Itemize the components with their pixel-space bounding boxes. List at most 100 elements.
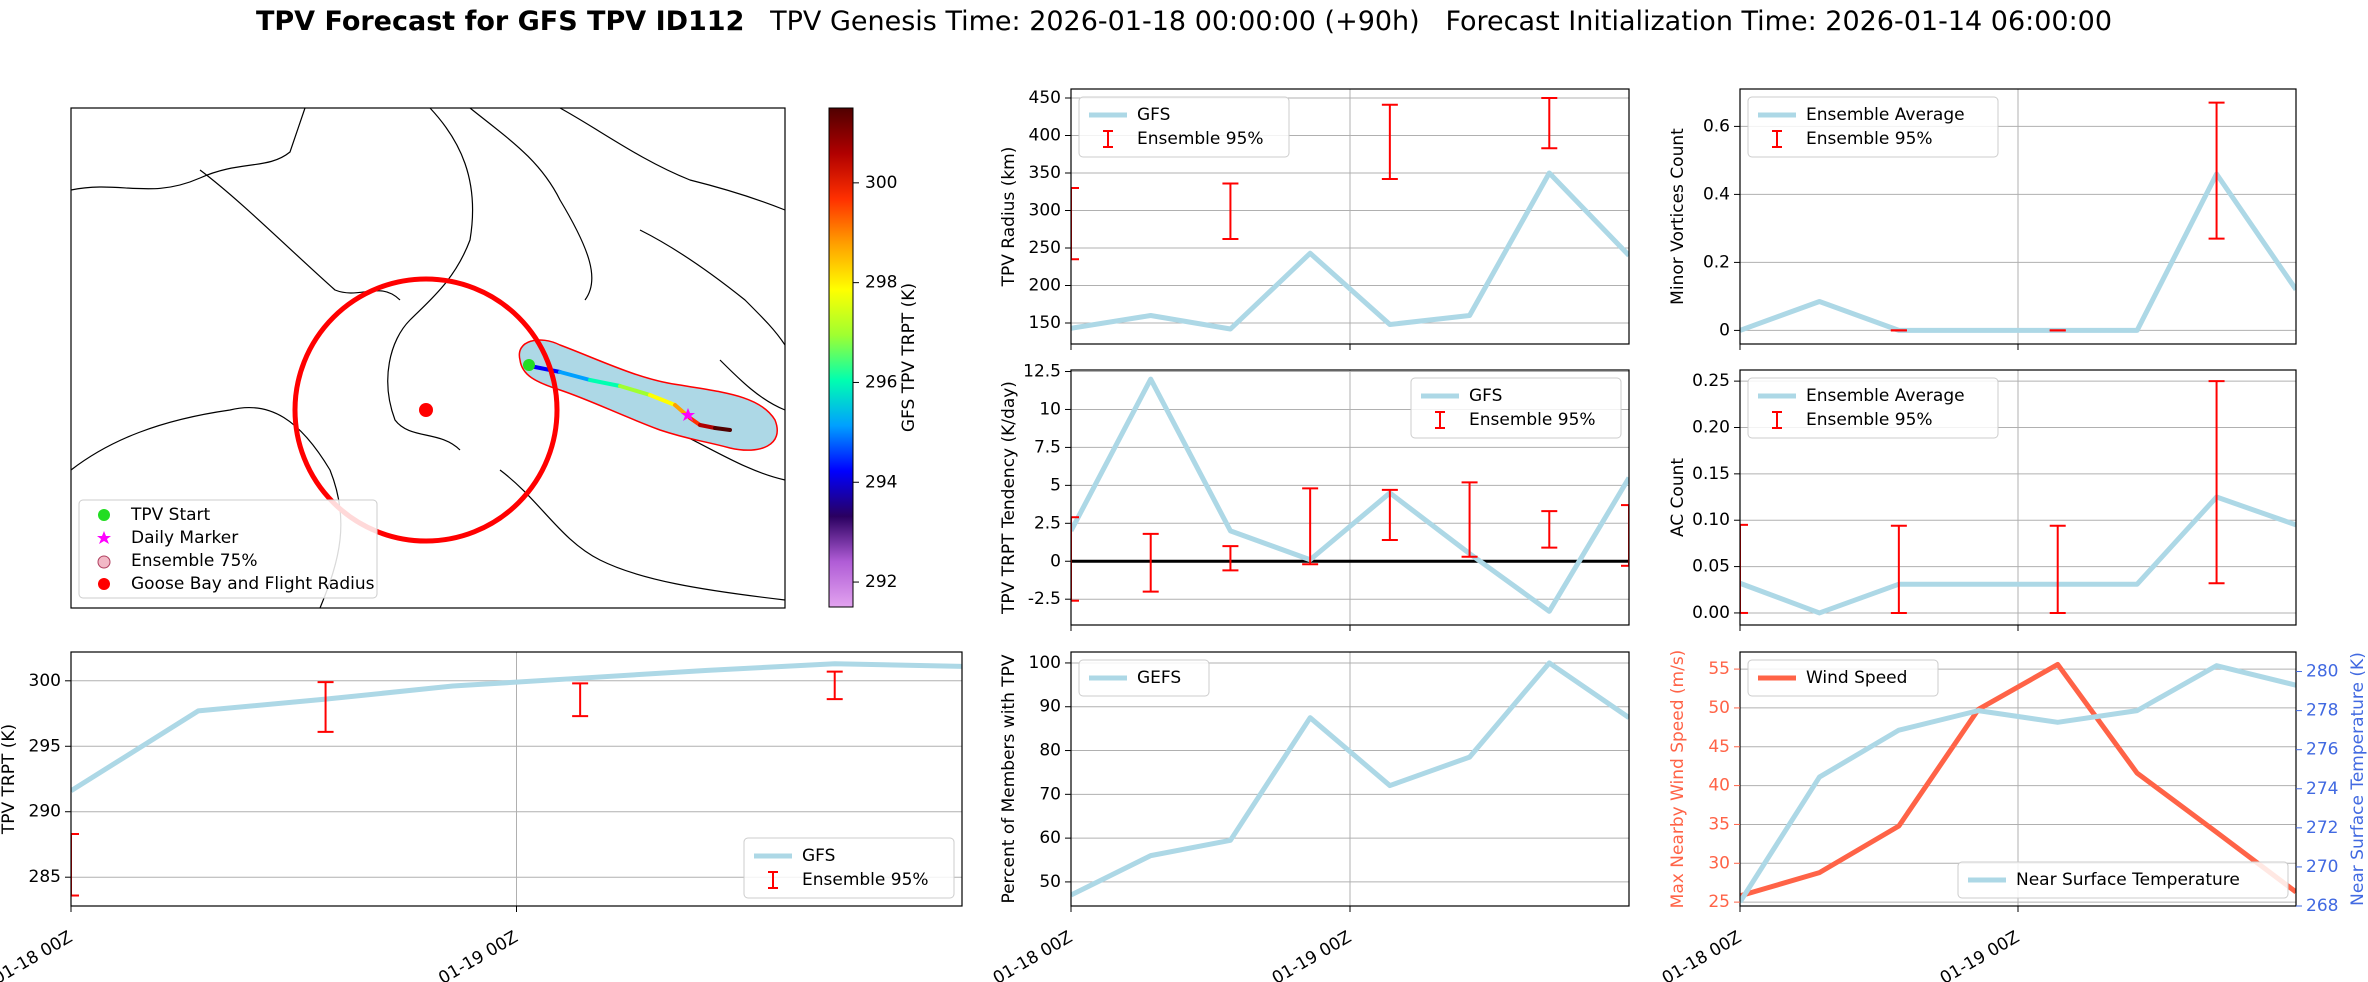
map-legend-label: TPV Start bbox=[130, 505, 211, 525]
radius-ytick-label: 350 bbox=[1029, 163, 1061, 183]
map-legend-label: Ensemble 75% bbox=[131, 551, 258, 571]
map-coastline bbox=[387, 107, 474, 451]
trpt_timeseries-xtick-label: 01-18 00Z bbox=[0, 927, 76, 982]
tendency-ytick-label: 7.5 bbox=[1034, 437, 1061, 457]
map-legend-swatch bbox=[98, 509, 110, 521]
map-legend-swatch bbox=[98, 578, 110, 590]
radius-series-gfs bbox=[1071, 170, 1629, 332]
percent_members-legend-label: GEFS bbox=[1137, 668, 1181, 688]
ac_count-plot-area bbox=[1740, 370, 2296, 625]
map-coastline bbox=[559, 107, 786, 211]
percent_members-ylabel: Percent of Members with TPV bbox=[999, 654, 1019, 903]
percent_members-series-gefs bbox=[1071, 660, 1629, 898]
ac_count-legend-box bbox=[1747, 377, 1999, 439]
map-legend-swatch bbox=[97, 555, 111, 569]
minor_vortices-series-ensemble-average bbox=[1740, 171, 2296, 333]
map-frame bbox=[70, 107, 786, 609]
tendency-legend-label: Ensemble 95% bbox=[1469, 410, 1596, 430]
figure-title-bold: TPV Forecast for GFS TPV ID112 bbox=[255, 6, 745, 37]
colorbar bbox=[828, 107, 854, 608]
tendency-ytick-label: 12.5 bbox=[1023, 362, 1061, 382]
wind_temp-xtick-label: 01-19 00Z bbox=[1937, 927, 2023, 982]
gfs-track-segment bbox=[588, 378, 622, 388]
trpt_timeseries-ytick-label: 285 bbox=[29, 867, 61, 887]
percent_members-xtick-label: 01-18 00Z bbox=[990, 927, 1076, 982]
trpt_timeseries-ytick-label: 295 bbox=[29, 736, 61, 756]
percent_members-ytick-label: 50 bbox=[1039, 872, 1061, 892]
wind_temp-ytick-label: 55 bbox=[1708, 659, 1730, 679]
gfs-track-segment bbox=[648, 393, 677, 407]
map-coastline bbox=[719, 359, 786, 411]
wind_temp-ylabel-right: Near Surface Temperature (K) bbox=[2348, 652, 2368, 906]
map-coastline bbox=[639, 229, 786, 346]
colorbar-tick-label: 296 bbox=[865, 372, 897, 392]
wind_temp-ytick-right-label: 278 bbox=[2306, 701, 2338, 721]
trpt_timeseries-series-gfs bbox=[71, 661, 962, 793]
percent_members-ytick-label: 60 bbox=[1039, 828, 1061, 848]
map-legend-label: Daily Marker bbox=[131, 528, 238, 548]
minor_vortices-ylabel: Minor Vortices Count bbox=[1668, 128, 1688, 305]
ac_count-ytick-label: 0.25 bbox=[1692, 371, 1730, 391]
init-time: Forecast Initialization Time: 2026-01-14… bbox=[1445, 6, 2113, 37]
minor_vortices-legend-label: Ensemble Average bbox=[1806, 105, 1965, 125]
minor_vortices-plot-area bbox=[1740, 89, 2296, 344]
trpt_timeseries-legend-label: GFS bbox=[802, 846, 835, 866]
tendency-ylabel: TPV TRPT Tendency (K/day) bbox=[999, 381, 1019, 615]
colorbar-tick-label: 292 bbox=[865, 572, 897, 592]
ac_count-ytick-label: 0.15 bbox=[1692, 464, 1730, 484]
gfs-track-segment bbox=[618, 384, 652, 397]
trpt_timeseries-ytick-label: 300 bbox=[29, 671, 61, 691]
minor_vortices-legend-label: Ensemble 95% bbox=[1806, 129, 1933, 149]
tendency-series-gfs bbox=[1071, 376, 1629, 614]
gfs-track-segment bbox=[698, 423, 717, 430]
tendency-plot-area bbox=[1071, 370, 1629, 625]
wind_temp-ytick-label: 35 bbox=[1708, 814, 1730, 834]
flight-radius-circle bbox=[292, 276, 560, 544]
wind_temp-ytick-label: 50 bbox=[1708, 698, 1730, 718]
percent_members-ytick-label: 90 bbox=[1039, 697, 1061, 717]
ac_count-ylabel: AC Count bbox=[1668, 458, 1688, 537]
minor_vortices-ytick-label: 0.2 bbox=[1703, 252, 1730, 272]
tendency-ytick-label: 10 bbox=[1039, 399, 1061, 419]
trpt_timeseries-plot-area bbox=[71, 652, 962, 906]
ac_count-ytick-label: 0.20 bbox=[1692, 417, 1730, 437]
wind_temp-ytick-label: 40 bbox=[1708, 776, 1730, 796]
minor_vortices-legend-box bbox=[1747, 96, 1999, 158]
tendency-ytick-label: 0 bbox=[1050, 551, 1061, 571]
wind_temp-legend-box bbox=[1747, 659, 1939, 697]
colorbar-label: GFS TPV TRPT (K) bbox=[899, 283, 919, 432]
wind_temp-series-wind-speed bbox=[1740, 661, 2296, 899]
percent_members-ytick-label: 80 bbox=[1039, 741, 1061, 761]
radius-ytick-label: 200 bbox=[1029, 276, 1061, 296]
map-coastline bbox=[70, 107, 306, 191]
trpt_timeseries-legend-box bbox=[743, 837, 955, 899]
map-legend-swatch bbox=[97, 531, 111, 544]
wind_temp-ytick-right-label: 274 bbox=[2306, 779, 2338, 799]
wind_temp-ytick-right-label: 280 bbox=[2306, 662, 2338, 682]
colorbar-tick-label: 294 bbox=[865, 472, 897, 492]
colorbar-tick-label: 298 bbox=[865, 273, 897, 293]
percent_members-ytick-label: 100 bbox=[1029, 653, 1061, 673]
radius-ytick-label: 300 bbox=[1029, 201, 1061, 221]
map-legend-box bbox=[78, 499, 378, 599]
tendency-legend-box bbox=[1410, 377, 1622, 439]
percent_members-ytick-label: 70 bbox=[1039, 784, 1061, 804]
radius-ylabel: TPV Radius (km) bbox=[999, 147, 1019, 288]
percent_members-xtick-label: 01-19 00Z bbox=[1269, 927, 1355, 982]
wind_temp-legend-label: Wind Speed bbox=[1806, 668, 1907, 688]
map-coastline bbox=[499, 469, 786, 601]
wind_temp-ytick-right-label: 276 bbox=[2306, 740, 2338, 760]
ac_count-ytick-label: 0.10 bbox=[1692, 510, 1730, 530]
radius-legend-box bbox=[1078, 96, 1290, 158]
gfs-track-segment bbox=[558, 370, 592, 382]
wind_temp-ytick-label: 25 bbox=[1708, 892, 1730, 912]
ac_count-ytick-label: 0.00 bbox=[1692, 603, 1730, 623]
radius-legend-label: GFS bbox=[1137, 105, 1170, 125]
tendency-ytick-label: 5 bbox=[1050, 475, 1061, 495]
trpt_timeseries-legend-label: Ensemble 95% bbox=[802, 870, 929, 890]
percent_members-legend-box bbox=[1078, 659, 1210, 697]
wind_temp-xtick-label: 01-18 00Z bbox=[1659, 927, 1745, 982]
genesis-time: TPV Genesis Time: 2026-01-18 00:00:00 (+… bbox=[770, 6, 1420, 37]
tendency-ytick-label: -2.5 bbox=[1028, 589, 1061, 609]
